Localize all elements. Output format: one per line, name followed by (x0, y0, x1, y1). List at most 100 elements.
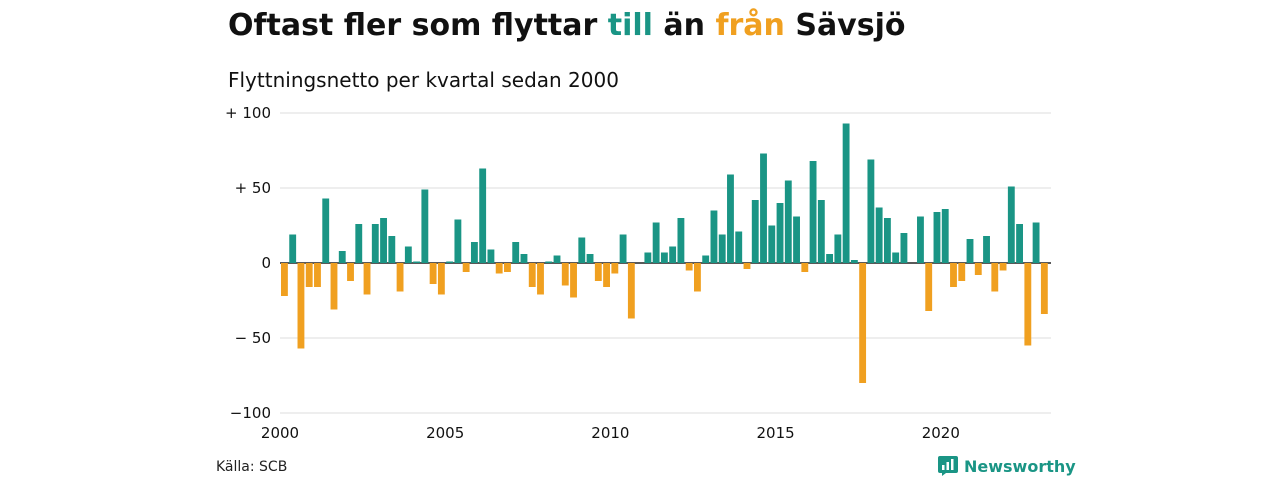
title-part-3: än (652, 8, 716, 43)
bar (727, 174, 734, 263)
title-part-5: Sävsjö (784, 8, 906, 43)
bar (570, 263, 577, 298)
bar (784, 180, 792, 263)
brand-logo: Newsworthy (938, 456, 1076, 476)
title-part-1: Oftast fler som flyttar (228, 8, 608, 43)
bar (396, 263, 404, 292)
bar (950, 263, 957, 287)
bar (892, 252, 900, 263)
bar (504, 263, 511, 272)
bar (314, 263, 321, 287)
bar (801, 263, 809, 272)
bar (1016, 224, 1023, 263)
bar (520, 254, 528, 263)
y-tick-label: + 50 (235, 179, 271, 197)
bar (867, 159, 875, 263)
bar (999, 263, 1007, 271)
bar (710, 210, 718, 263)
bar (776, 203, 784, 263)
x-tick-label: 2000 (261, 424, 299, 442)
bar (735, 231, 743, 263)
bar (850, 260, 858, 263)
bar (958, 263, 966, 281)
bar (413, 261, 421, 263)
bar (941, 209, 949, 263)
bar (1040, 263, 1048, 314)
bar (380, 218, 387, 263)
bar (495, 263, 503, 274)
bar (305, 263, 313, 287)
bar (437, 263, 445, 295)
bar (462, 263, 470, 272)
bar (826, 254, 834, 263)
bar (1007, 186, 1015, 263)
bar (487, 249, 495, 263)
bar (454, 219, 462, 263)
bar (322, 198, 330, 263)
bar (363, 263, 371, 295)
bar (528, 263, 536, 287)
bar (817, 200, 825, 263)
y-axis-labels: + 100 + 50 0 − 50 −100 (225, 104, 271, 422)
bar (925, 263, 933, 311)
title-highlight-fran: från (715, 8, 785, 43)
bar (694, 263, 701, 292)
bar (883, 218, 891, 263)
bar (900, 233, 908, 263)
bar (974, 263, 982, 275)
bar-chart: + 100 + 50 0 − 50 −100 2000 2005 2010 2015 2020 (225, 104, 1051, 442)
x-axis-labels: 2000 2005 2010 2015 2020 (261, 424, 960, 442)
bar (561, 263, 569, 286)
bar (768, 225, 776, 263)
bar (842, 123, 850, 263)
bar (470, 242, 478, 263)
bars (281, 123, 1048, 383)
bar (702, 255, 710, 263)
bar (627, 263, 635, 319)
x-tick-label: 2010 (591, 424, 629, 442)
bar (611, 263, 619, 274)
bar (594, 263, 602, 281)
bar (512, 242, 520, 263)
bar (751, 200, 759, 263)
bar (718, 234, 726, 263)
bar (859, 263, 867, 383)
bar (619, 234, 627, 263)
bar (983, 236, 990, 263)
bar (586, 254, 594, 263)
chart-title: Oftast fler som flyttar till än från Säv… (228, 8, 906, 43)
bar (685, 263, 693, 271)
bar (281, 263, 288, 296)
y-tick-label: −100 (230, 404, 271, 422)
bar (743, 263, 751, 269)
bar (355, 224, 363, 263)
y-tick-label: − 50 (235, 329, 271, 347)
bar (537, 263, 544, 295)
bar (388, 236, 396, 263)
bar (479, 168, 487, 263)
bar (809, 161, 817, 263)
bar (404, 246, 412, 263)
bar (545, 261, 553, 263)
brand-name: Newsworthy (964, 456, 1076, 476)
y-tick-label: + 100 (225, 104, 271, 122)
bar (347, 263, 354, 281)
bar (917, 216, 924, 263)
x-tick-label: 2005 (426, 424, 464, 442)
x-tick-label: 2020 (922, 424, 960, 442)
bar (966, 239, 974, 263)
bar (793, 216, 800, 263)
bar (933, 212, 941, 263)
y-tick-label: 0 (261, 254, 271, 272)
bar (297, 263, 305, 349)
bar (760, 153, 767, 263)
bar (429, 263, 437, 284)
x-tick-label: 2015 (757, 424, 795, 442)
bar (371, 224, 379, 263)
bar (875, 207, 883, 263)
bar (578, 237, 586, 263)
chart-subtitle: Flyttningsnetto per kvartal sedan 2000 (228, 68, 619, 92)
bar (1024, 263, 1032, 346)
bar (330, 263, 338, 310)
bar (1032, 222, 1040, 263)
